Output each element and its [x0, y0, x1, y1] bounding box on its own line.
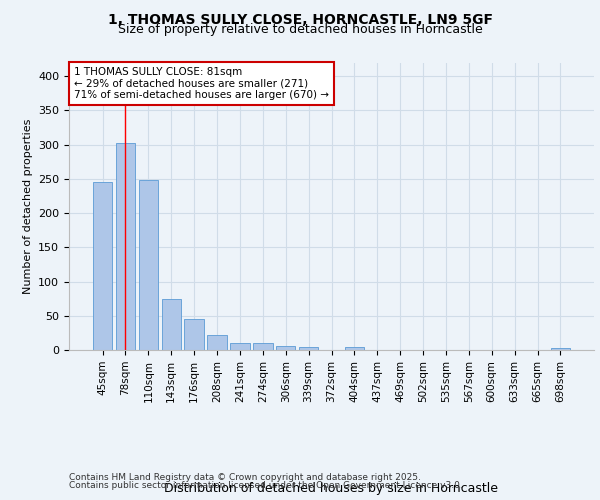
Text: 1, THOMAS SULLY CLOSE, HORNCASTLE, LN9 5GF: 1, THOMAS SULLY CLOSE, HORNCASTLE, LN9 5… — [107, 12, 493, 26]
Bar — [276, 346, 295, 350]
Bar — [208, 335, 227, 350]
Bar — [184, 318, 204, 350]
X-axis label: Distribution of detached houses by size in Horncastle: Distribution of detached houses by size … — [164, 482, 499, 496]
Bar — [299, 348, 319, 350]
Bar — [116, 144, 135, 350]
Text: Size of property relative to detached houses in Horncastle: Size of property relative to detached ho… — [118, 22, 482, 36]
Bar — [93, 182, 112, 350]
Bar — [161, 298, 181, 350]
Bar — [344, 348, 364, 350]
Text: Contains public sector information licensed under the Open Government Licence v3: Contains public sector information licen… — [69, 481, 463, 490]
Bar — [551, 348, 570, 350]
Text: 1 THOMAS SULLY CLOSE: 81sqm
← 29% of detached houses are smaller (271)
71% of se: 1 THOMAS SULLY CLOSE: 81sqm ← 29% of det… — [74, 67, 329, 100]
Text: Contains HM Land Registry data © Crown copyright and database right 2025.: Contains HM Land Registry data © Crown c… — [69, 472, 421, 482]
Y-axis label: Number of detached properties: Number of detached properties — [23, 118, 32, 294]
Bar — [139, 180, 158, 350]
Bar — [253, 343, 272, 350]
Bar — [230, 343, 250, 350]
